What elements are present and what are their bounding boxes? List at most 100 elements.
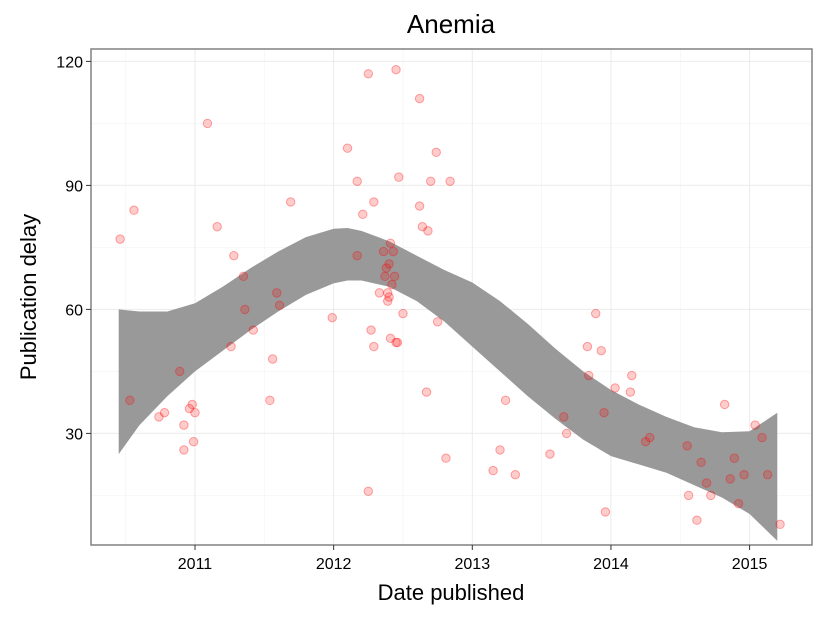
data-point — [733, 498, 744, 509]
data-point — [272, 288, 282, 298]
data-point — [392, 337, 403, 348]
data-point — [640, 436, 651, 447]
data-point — [627, 370, 637, 381]
data-point — [431, 147, 441, 158]
data-point — [729, 453, 740, 463]
data-point — [591, 308, 601, 319]
x-tick-label: 2011 — [178, 556, 213, 573]
y-tick-label: 90 — [65, 178, 83, 195]
data-point — [154, 412, 164, 422]
data-point — [584, 370, 594, 381]
data-point — [706, 490, 716, 501]
data-point — [179, 420, 189, 430]
data-point — [414, 201, 425, 211]
y-tick-label: 30 — [65, 426, 83, 443]
data-point — [129, 205, 139, 215]
data-point — [701, 478, 712, 488]
data-point — [414, 93, 425, 104]
data-point — [342, 143, 353, 153]
data-point — [610, 383, 620, 393]
data-point — [739, 470, 749, 480]
data-point — [757, 432, 767, 443]
plot-panel-border — [90, 48, 813, 546]
data-point — [682, 441, 692, 451]
data-point — [352, 250, 362, 261]
data-point — [374, 288, 385, 298]
data-point — [267, 354, 278, 364]
data-point — [187, 399, 197, 410]
data-point — [384, 292, 394, 302]
x-axis-label: Date published — [378, 580, 525, 605]
data-point — [391, 64, 401, 75]
data-point — [226, 341, 236, 352]
data-point — [369, 197, 379, 207]
data-point — [240, 304, 250, 315]
data-point — [184, 403, 195, 414]
y-axis-label: Publication delay — [16, 214, 41, 380]
data-point — [212, 222, 222, 232]
data-point — [696, 457, 706, 468]
y-tick-label: 60 — [65, 302, 83, 319]
loess-confidence-band — [118, 228, 778, 541]
data-point — [417, 222, 428, 232]
x-axis-ticks: 2011 2012 2013 2014 2015 — [178, 545, 768, 573]
data-point — [159, 408, 170, 418]
data-point — [378, 246, 389, 257]
data-point — [561, 428, 572, 439]
data-point — [600, 507, 611, 517]
y-axis-ticks: 30 60 90 120 — [56, 54, 91, 443]
data-point — [175, 366, 185, 377]
data-point — [380, 271, 390, 282]
data-point — [775, 519, 785, 530]
data-point — [398, 308, 408, 319]
data-point — [719, 399, 730, 410]
data-point — [363, 486, 374, 496]
data-point — [488, 465, 498, 476]
data-point — [389, 271, 400, 282]
data-point — [421, 387, 432, 397]
data-point — [762, 470, 773, 480]
data-point — [179, 445, 189, 455]
data-point — [384, 259, 394, 269]
data-point — [274, 300, 285, 310]
data-point — [366, 325, 376, 335]
data-point — [385, 238, 396, 248]
data-point — [383, 288, 393, 298]
x-tick-label: 2012 — [316, 556, 352, 573]
data-point — [229, 250, 239, 261]
data-point — [383, 296, 393, 306]
data-point — [725, 474, 735, 484]
data-point — [441, 453, 451, 463]
data-point — [327, 312, 337, 323]
data-point — [125, 395, 135, 406]
data-point — [500, 395, 511, 406]
data-point — [599, 408, 609, 418]
data-point — [423, 226, 433, 236]
data-point — [596, 346, 606, 356]
data-point — [582, 341, 593, 352]
data-point — [385, 333, 396, 344]
chart-title: Anemia — [407, 9, 496, 39]
data-point — [352, 176, 362, 186]
data-point — [426, 176, 436, 186]
x-tick-label: 2015 — [732, 556, 768, 573]
data-point — [202, 118, 213, 129]
data-point — [394, 172, 404, 182]
data-point — [391, 337, 401, 348]
data-point — [190, 408, 200, 418]
data-point — [545, 449, 555, 459]
data-point — [363, 69, 374, 79]
data-point — [115, 234, 125, 244]
data-point — [248, 325, 258, 335]
data-point — [381, 263, 392, 273]
data-point — [358, 209, 368, 220]
data-point — [432, 317, 443, 327]
data-point — [645, 432, 655, 443]
data-point — [750, 420, 760, 430]
x-tick-label: 2014 — [593, 556, 629, 573]
data-point — [683, 490, 694, 501]
data-point — [369, 341, 379, 352]
data-point — [692, 515, 702, 525]
data-point — [265, 395, 275, 406]
